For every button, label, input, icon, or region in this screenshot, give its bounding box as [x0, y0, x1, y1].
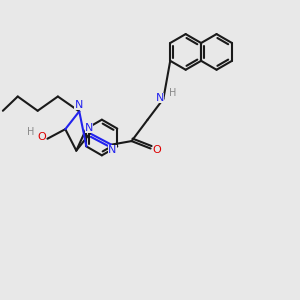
Text: H: H — [26, 127, 34, 137]
Text: N: N — [156, 93, 164, 103]
Text: O: O — [153, 145, 161, 155]
Text: N: N — [85, 123, 93, 133]
Text: H: H — [169, 88, 176, 98]
Text: N: N — [108, 145, 117, 155]
Text: O: O — [37, 132, 46, 142]
Text: N: N — [74, 100, 83, 110]
